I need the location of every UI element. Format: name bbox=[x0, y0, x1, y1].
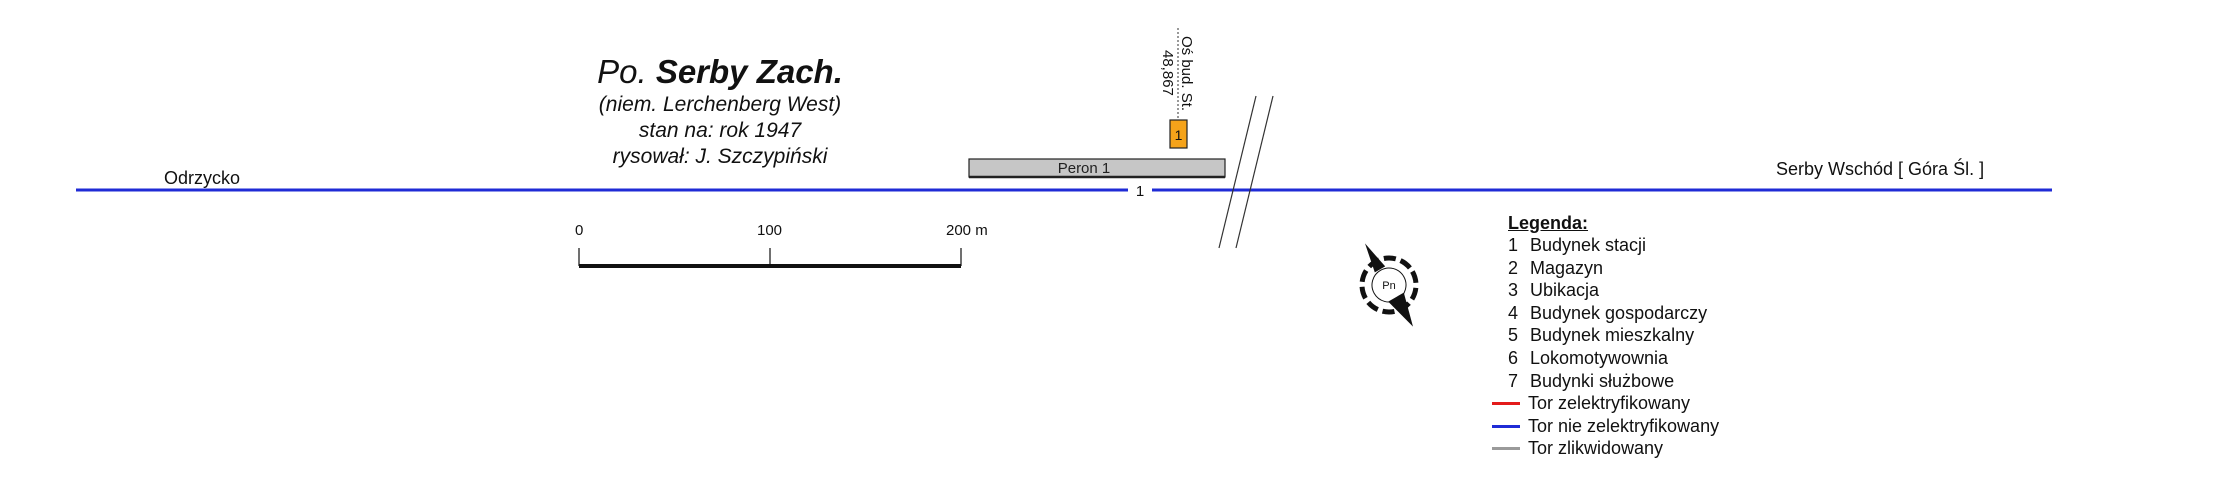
legend-item: 1 Budynek stacji bbox=[1492, 234, 1719, 257]
scale-label-100: 100 bbox=[757, 222, 782, 239]
title-author: rysował: J. Szczypiński bbox=[612, 145, 828, 168]
legend-item-label: Lokomotywownia bbox=[1530, 347, 1669, 368]
legend-item-number: 6 bbox=[1508, 347, 1519, 368]
legend-line-item: Tor zelektryfikowany bbox=[1492, 392, 1719, 415]
legend-item-number: 7 bbox=[1508, 370, 1519, 391]
legend-item-label: Budynek stacji bbox=[1530, 235, 1647, 255]
legend-item-number: 4 bbox=[1508, 302, 1519, 323]
station-building-number: 1 bbox=[1175, 127, 1183, 143]
break-mark-left bbox=[1218, 95, 1257, 249]
legend-line-label: Tor zlikwidowany bbox=[1528, 438, 1664, 459]
legend-item: 7 Budynki służbowe bbox=[1492, 370, 1719, 393]
legend-swatch-removed bbox=[1492, 447, 1520, 451]
scale-label-200: 200 m bbox=[946, 222, 988, 239]
legend-line-item: Tor nie zelektryfikowany bbox=[1492, 415, 1719, 438]
title-status: stan na: rok 1947 bbox=[638, 119, 802, 142]
title-name: Serby Zach. bbox=[655, 53, 843, 90]
legend-item-label: Magazyn bbox=[1530, 257, 1604, 278]
track-number-bg bbox=[1128, 181, 1152, 199]
legend-item: 4 Budynek gospodarczy bbox=[1492, 302, 1719, 325]
station-axis-label: Oś bud. St. bbox=[1178, 36, 1195, 111]
legend-item-number: 2 bbox=[1508, 257, 1519, 278]
station-building bbox=[1169, 119, 1188, 149]
legend-item-number: 1 bbox=[1508, 235, 1519, 255]
title-german-name: (niem. Lerchenberg West) bbox=[598, 93, 842, 116]
legend-item-label: Budynek gospodarczy bbox=[1530, 302, 1708, 323]
legend-line-label: Tor nie zelektryfikowany bbox=[1528, 415, 1720, 436]
platform-label: Peron 1 bbox=[1058, 160, 1111, 177]
legend-item-number: 3 bbox=[1508, 280, 1519, 301]
legend-item-label: Ubikacja bbox=[1530, 280, 1600, 301]
legend-item: 5 Budynek mieszkalny bbox=[1492, 324, 1719, 347]
station-axis-km: 48,867 bbox=[1159, 50, 1176, 96]
legend-line-label: Tor zelektryfikowany bbox=[1528, 393, 1691, 414]
legend: Legenda: 1 Budynek stacji 2 Magazyn 3 Ubika… bbox=[1492, 212, 1719, 460]
legend-item-number: 5 bbox=[1508, 325, 1519, 346]
scale-bar bbox=[578, 248, 962, 268]
legend-item-label: Budynek mieszkalny bbox=[1530, 325, 1695, 346]
break-mark-right bbox=[1235, 95, 1274, 249]
title-prefix: Po. bbox=[597, 53, 647, 90]
legend-item: 3 Ubikacja bbox=[1492, 279, 1719, 302]
legend-item-label: Budynki służbowe bbox=[1530, 370, 1675, 391]
legend-item: 2 Magazyn bbox=[1492, 257, 1719, 280]
compass-label: Pn bbox=[1382, 280, 1395, 292]
legend-heading: Legenda: bbox=[1508, 213, 1589, 233]
station-title: Po. Serby Zach. bbox=[520, 52, 920, 92]
scale-label-0: 0 bbox=[575, 222, 583, 239]
title-block: Po. Serby Zach. (niem. Lerchenberg West)… bbox=[520, 52, 920, 170]
compass-icon bbox=[1359, 243, 1419, 327]
legend-swatch-electrified bbox=[1492, 401, 1520, 405]
destination-right: Serby Wschód [ Góra Śl. ] bbox=[1776, 159, 1985, 179]
legend-line-item: Tor zlikwidowany bbox=[1492, 437, 1719, 460]
legend-swatch-non-electrified bbox=[1492, 424, 1520, 428]
destination-left: Odrzycko bbox=[164, 168, 241, 188]
track-number: 1 bbox=[1136, 183, 1144, 200]
legend-item: 6 Lokomotywownia bbox=[1492, 347, 1719, 370]
